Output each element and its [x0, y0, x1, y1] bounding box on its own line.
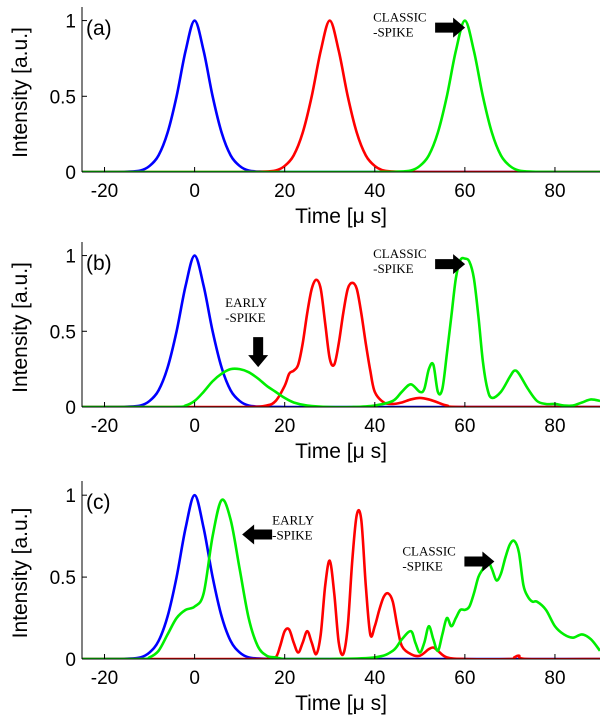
series-line [82, 19, 600, 172]
annotation-text: CLASSIC [373, 246, 426, 261]
annotation-text: CLASSIC [402, 543, 455, 558]
x-tick-label: 80 [544, 668, 565, 689]
annotation-text: CLASSIC [373, 10, 426, 25]
x-tick-label: -20 [91, 416, 118, 437]
annotation-text: -SPIKE [373, 25, 414, 40]
panel-label: (b) [86, 252, 112, 275]
annotation-text: -SPIKE [225, 310, 266, 325]
series-line [82, 278, 600, 407]
panel-label: (a) [86, 17, 112, 40]
y-tick-label: 1 [65, 486, 76, 507]
annotation-text: -SPIKE [373, 261, 414, 276]
x-tick-label: 80 [544, 181, 565, 202]
x-tick-label: 40 [364, 668, 385, 689]
y-tick-label: 0.5 [50, 568, 76, 589]
chart-panel: -20 0 20 40 60 80 0 0.5 1 Time [μ s] Intensity [a.… [9, 481, 600, 715]
annotation-text: -SPIKE [272, 528, 313, 543]
y-tick-label: 0 [65, 650, 76, 671]
x-tick-label: 40 [364, 181, 385, 202]
y-tick-label: 0 [65, 163, 76, 184]
x-tick-label: 0 [189, 181, 200, 202]
y-axis-label: Intensity [a.u.] [9, 508, 32, 639]
x-tick-label: 0 [189, 416, 200, 437]
x-tick-label: 20 [274, 668, 295, 689]
x-tick-label: 60 [454, 416, 475, 437]
annotation-text: EARLY [272, 513, 315, 528]
x-tick-label: 20 [274, 416, 295, 437]
y-tick-label: 1 [65, 247, 76, 268]
arrow-icon [435, 254, 466, 275]
x-tick-label: 20 [274, 181, 295, 202]
y-axis-label: Intensity [a.u.] [9, 262, 32, 393]
y-tick-label: 0.5 [50, 87, 76, 108]
x-tick-label: 0 [189, 668, 200, 689]
series-line [82, 498, 600, 659]
y-tick-label: 1 [65, 12, 76, 33]
x-tick-label: 60 [454, 668, 475, 689]
series-line [82, 256, 600, 407]
series-line [82, 19, 600, 172]
y-tick-label: 0 [65, 398, 76, 419]
arrow-icon [435, 17, 466, 38]
x-tick-label: 40 [364, 416, 385, 437]
arrow-icon [248, 337, 269, 368]
arrow-icon [242, 524, 273, 545]
x-tick-label: -20 [91, 181, 118, 202]
panel-label: (c) [86, 491, 111, 514]
series-line [82, 19, 600, 172]
x-axis-label: Time [μ s] [295, 205, 387, 228]
arrow-icon [464, 551, 495, 572]
x-tick-label: 60 [454, 181, 475, 202]
y-axis-label: Intensity [a.u.] [9, 27, 32, 158]
chart-panel: -20 0 20 40 60 80 0 0.5 1 Time [μ s] Intensity [a.… [9, 7, 600, 228]
annotation-text: EARLY [225, 295, 268, 310]
x-tick-label: -20 [91, 668, 118, 689]
x-axis-label: Time [μ s] [295, 440, 387, 463]
series-line [82, 254, 600, 407]
y-tick-label: 0.5 [50, 322, 76, 343]
annotation-text: -SPIKE [402, 558, 443, 573]
x-axis-label: Time [μ s] [295, 692, 387, 715]
chart-panel: -20 0 20 40 60 80 0 0.5 1 Time [μ s] Intensity [a.… [9, 242, 600, 463]
x-tick-label: 80 [544, 416, 565, 437]
